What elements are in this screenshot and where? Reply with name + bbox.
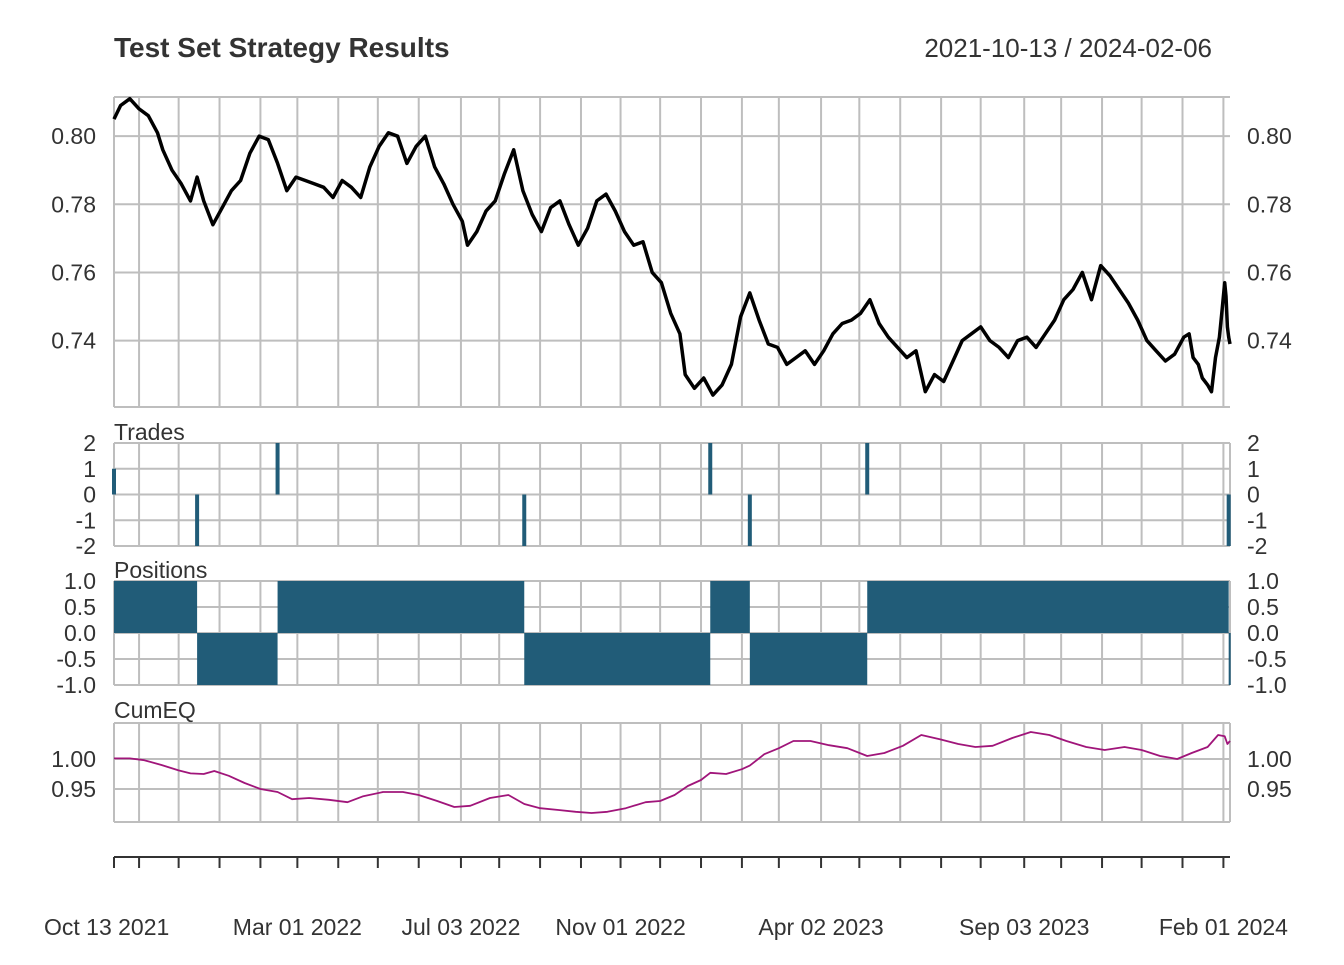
y-tick-label-left: 0.95 bbox=[51, 776, 96, 802]
position-block bbox=[1228, 633, 1231, 685]
y-tick-label-left: 1.0 bbox=[64, 568, 96, 594]
y-tick-label-right: 1.0 bbox=[1247, 568, 1279, 594]
y-tick-label-left: 1 bbox=[83, 456, 96, 482]
trade-bar bbox=[747, 494, 752, 546]
grid-layer bbox=[113, 96, 1231, 823]
x-tick-label: Oct 13 2021 bbox=[44, 914, 169, 940]
trade-bar bbox=[112, 468, 116, 495]
position-block bbox=[867, 581, 1229, 633]
x-tick-label: Nov 01 2022 bbox=[555, 914, 685, 940]
y-tick-label-right: -1.0 bbox=[1247, 672, 1287, 698]
y-tick-label-right: -2 bbox=[1247, 533, 1267, 559]
position-block bbox=[197, 633, 278, 685]
y-tick-label-left: 0.80 bbox=[51, 123, 96, 149]
y-tick-label-right: -1 bbox=[1247, 507, 1267, 533]
position-block bbox=[710, 581, 750, 633]
y-tick-label-left: -2 bbox=[76, 533, 96, 559]
y-tick-label-right: 0.74 bbox=[1247, 328, 1292, 354]
trades-panel-label: Trades bbox=[114, 419, 185, 445]
y-tick-label-left: 2 bbox=[83, 430, 96, 456]
y-tick-label-left: 0.78 bbox=[51, 191, 96, 217]
trade-bar bbox=[1226, 494, 1231, 546]
y-tick-label-left: -1.0 bbox=[56, 672, 96, 698]
x-tick-label: Feb 01 2024 bbox=[1159, 914, 1288, 940]
x-axis: Oct 13 2021 Mar 01 2022 Jul 03 2022 Nov 01 … bbox=[44, 856, 1288, 940]
x-tick-label: Apr 02 2023 bbox=[758, 914, 883, 940]
trade-bar bbox=[865, 443, 870, 495]
y-tick-label-left: 0.76 bbox=[51, 259, 96, 285]
trade-bar bbox=[275, 443, 280, 495]
y-tick-label-right: 0.76 bbox=[1247, 259, 1292, 285]
cumeq-panel-label: CumEQ bbox=[114, 697, 196, 723]
y-tick-label-right: 2 bbox=[1247, 430, 1260, 456]
y-tick-label-right: 0.0 bbox=[1247, 620, 1279, 646]
y-tick-label-left: 0.5 bbox=[64, 594, 96, 620]
y-tick-label-right: 0 bbox=[1247, 482, 1260, 508]
y-tick-label-right: 0.95 bbox=[1247, 776, 1292, 802]
y-tick-label-right: 1.00 bbox=[1247, 746, 1292, 772]
position-block bbox=[749, 633, 868, 685]
y-tick-label-left: 0.0 bbox=[64, 620, 96, 646]
x-tick-label: Jul 03 2022 bbox=[401, 914, 520, 940]
trade-bar bbox=[708, 443, 713, 495]
trade-bar bbox=[522, 494, 527, 546]
x-tick-label: Mar 01 2022 bbox=[233, 914, 362, 940]
position-block bbox=[277, 581, 525, 633]
panel-layer: 0.74 0.740.76 0.760.78 0.780.80 0.80-2 -2-1 -1… bbox=[51, 96, 1292, 814]
y-tick-label-right: 1 bbox=[1247, 456, 1260, 482]
trade-bar bbox=[195, 494, 200, 546]
y-tick-label-left: 1.00 bbox=[51, 746, 96, 772]
date-range-label: 2021-10-13 / 2024-02-06 bbox=[924, 33, 1212, 63]
y-tick-label-right: -0.5 bbox=[1247, 646, 1287, 672]
y-tick-label-left: -0.5 bbox=[56, 646, 96, 672]
y-tick-label-right: 0.80 bbox=[1247, 123, 1292, 149]
price-series-line bbox=[112, 96, 1232, 397]
y-tick-label-right: 0.78 bbox=[1247, 191, 1292, 217]
y-tick-label-left: 0.74 bbox=[51, 328, 96, 354]
y-tick-label-left: -1 bbox=[76, 507, 96, 533]
x-tick-label: Sep 03 2023 bbox=[959, 914, 1089, 940]
position-block bbox=[524, 633, 711, 685]
positions-panel-label: Positions bbox=[114, 557, 207, 583]
cumeq-series-line bbox=[114, 731, 1231, 814]
chart-title: Test Set Strategy Results bbox=[114, 32, 450, 63]
y-tick-label-left: 0 bbox=[83, 482, 96, 508]
y-tick-label-right: 0.5 bbox=[1247, 594, 1279, 620]
position-block bbox=[114, 581, 198, 633]
